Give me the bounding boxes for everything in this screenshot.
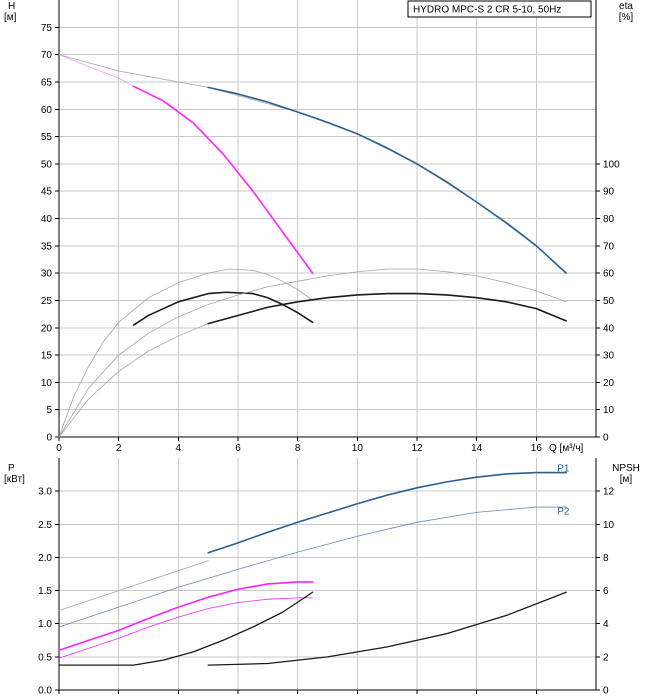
curve-top-right-8: [207, 292, 567, 325]
y-right-tick-label: 20: [603, 378, 615, 389]
chart-title: HYDRO MPC-S 2 CR 5-10, 50Hz: [413, 5, 561, 16]
y-left-tick-label: 1.0: [38, 619, 52, 630]
x-tick-label: 4: [176, 443, 182, 454]
y-left-tick-label: 20: [41, 323, 53, 334]
curve-top-left-3: [132, 85, 314, 274]
x-tick-label: 6: [235, 443, 241, 454]
y-left-tick-label: 30: [41, 269, 53, 280]
y-right-axis-unit: [%]: [619, 12, 634, 23]
y-right-tick-label: 60: [603, 269, 615, 280]
y-left-tick-label: 0.0: [38, 686, 52, 697]
x-tick-label: 0: [56, 443, 62, 454]
y-right-tick-label: 100: [603, 159, 620, 170]
x-tick-label: 8: [295, 443, 301, 454]
y-left-tick-label: 45: [41, 187, 53, 198]
y-left-axis-unit: [м]: [4, 12, 17, 23]
y-left-tick-label: 75: [41, 23, 53, 34]
y-left-axis-label: H: [8, 1, 15, 12]
y-left-axis-label: P: [8, 463, 15, 474]
bottom-chart-power-npsh: 0.0 0.5 1.0 1.5 2.0 2.5 3.0 0 2 4 6 8 10 12 P[кВт] NPSH…: [4, 458, 640, 697]
x-tick-label: 2: [116, 443, 122, 454]
y-left-tick-label: 2.0: [38, 553, 52, 564]
curve-bottom-left-0: [58, 560, 209, 611]
y-right-tick-label: 0: [603, 686, 609, 697]
y-right-tick-label: 0: [603, 433, 609, 444]
y-left-axis-unit: [кВт]: [4, 474, 25, 485]
y-left-tick-label: 10: [41, 378, 53, 389]
y-left-tick-label: 3.0: [38, 487, 52, 498]
x-tick-label: 10: [352, 443, 364, 454]
x-tick-label: 14: [471, 443, 483, 454]
y-left-tick-label: 70: [41, 50, 53, 61]
series-label-p1: P1: [557, 463, 570, 474]
series-label-p2: P2: [557, 506, 570, 517]
y-left-tick-label: 5: [46, 405, 52, 416]
curve-top-right-5: [132, 291, 314, 326]
y-left-tick-label: 2.5: [38, 520, 52, 531]
y-right-tick-label: 80: [603, 214, 615, 225]
y-right-tick-label: 50: [603, 296, 615, 307]
curve-top-right-6: [58, 268, 567, 438]
curve-bottom-right-5: [58, 591, 314, 666]
x-tick-label: 16: [531, 443, 543, 454]
y-left-tick-label: 35: [41, 241, 53, 252]
y-left-tick-label: 15: [41, 351, 53, 362]
curve-bottom-right-6: [207, 591, 567, 666]
y-right-tick-label: 4: [603, 619, 609, 630]
y-right-tick-label: 6: [603, 586, 609, 597]
x-axis-label: Q [м³/ч]: [549, 443, 584, 454]
y-left-tick-label: 40: [41, 214, 53, 225]
y-right-tick-label: 2: [603, 652, 609, 663]
y-right-tick-label: 10: [603, 405, 615, 416]
y-left-tick-label: 1.5: [38, 586, 52, 597]
y-right-axis-label: eta: [619, 1, 633, 12]
y-left-tick-label: 0.5: [38, 652, 52, 663]
curve-top-right-7: [58, 323, 209, 438]
curve-bottom-left-2: [58, 506, 567, 628]
y-right-axis-label: NPSH: [612, 463, 640, 474]
y-right-tick-label: 30: [603, 351, 615, 362]
y-left-tick-label: 0: [46, 433, 52, 444]
y-right-tick-label: 90: [603, 187, 615, 198]
y-left-tick-label: 65: [41, 77, 53, 88]
x-tick-label: 12: [411, 443, 423, 454]
y-left-tick-label: 55: [41, 132, 53, 143]
curve-top-right-4: [58, 268, 313, 438]
top-chart-head-efficiency: 0 2 4 6 8 10 12 14 16 0 5 10 15 20 25 30 35 40 45 50 55 60 65 7…: [4, 0, 633, 454]
y-right-axis-unit: [м]: [620, 474, 633, 485]
curve-top-left-1: [207, 86, 567, 274]
y-right-tick-label: 8: [603, 553, 609, 564]
y-right-tick-label: 40: [603, 323, 615, 334]
y-left-tick-label: 60: [41, 105, 53, 116]
y-right-tick-label: 12: [603, 487, 615, 498]
y-left-tick-label: 50: [41, 159, 53, 170]
curve-bottom-left-3: [58, 581, 314, 652]
y-left-tick-label: 25: [41, 296, 53, 307]
curve-bottom-left-4: [58, 597, 313, 659]
y-right-tick-label: 10: [603, 520, 615, 531]
title-box: [407, 0, 592, 18]
curve-bottom-left-1: [207, 471, 567, 554]
y-right-tick-label: 70: [603, 241, 615, 252]
